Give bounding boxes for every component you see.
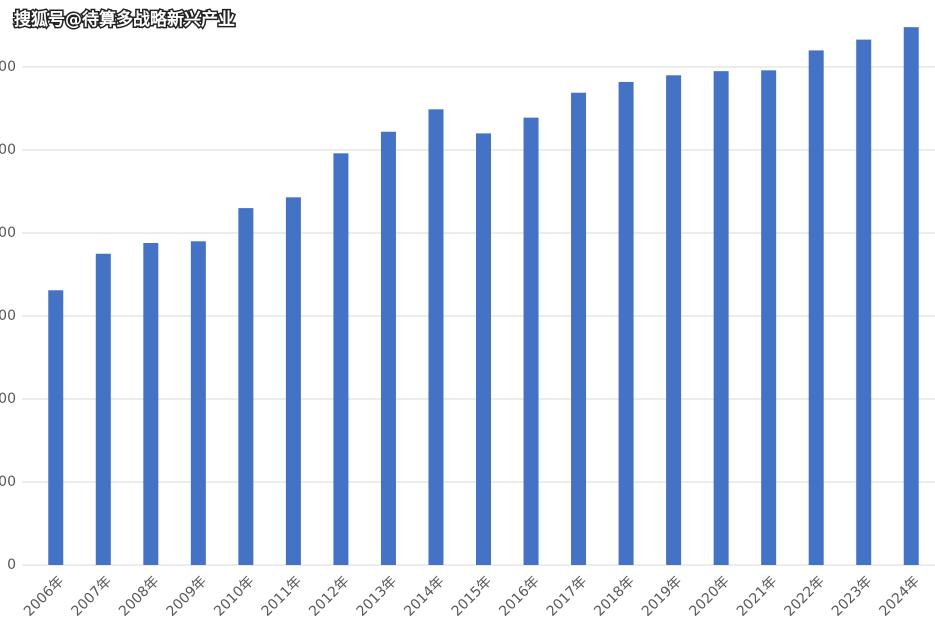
x-tick-label: 2015年	[449, 573, 495, 619]
bar	[571, 92, 587, 565]
y-tick-label: 00	[0, 59, 16, 75]
watermark: 搜狐号@待算多战略新兴产业	[14, 9, 235, 30]
x-tick-label: 2009年	[164, 573, 210, 619]
y-tick-label: 00	[0, 308, 16, 324]
bar	[476, 133, 491, 565]
bar	[666, 75, 682, 566]
x-tick-label: 2019年	[639, 573, 685, 619]
x-tick-label: 2013年	[354, 573, 400, 619]
x-tick-label: 2011年	[259, 573, 305, 619]
x-tick-label: 2014年	[401, 573, 447, 619]
bar	[143, 242, 159, 565]
x-tick-label: 2006年	[21, 573, 67, 619]
x-tick-label: 2021年	[734, 573, 780, 619]
x-tick-label: 2024年	[876, 573, 922, 619]
bar	[95, 253, 111, 565]
x-tick-label: 2022年	[781, 573, 827, 619]
y-tick-label: 0	[7, 557, 16, 573]
x-tick-label: 2023年	[829, 573, 875, 619]
y-tick-label: 00	[0, 142, 16, 158]
bar	[903, 27, 919, 566]
bar	[523, 117, 539, 565]
bar	[856, 39, 872, 566]
bar	[428, 109, 444, 565]
x-tick-label: 2020年	[686, 573, 732, 619]
x-tick-label: 2016年	[496, 573, 542, 619]
bar	[618, 81, 634, 565]
x-tick-label: 2010年	[211, 573, 257, 619]
x-tick-label: 2018年	[591, 573, 637, 619]
x-tick-label: 2008年	[116, 573, 162, 619]
bar	[190, 241, 206, 566]
bar	[238, 208, 254, 565]
bar	[333, 153, 349, 565]
bar	[48, 290, 64, 565]
bar	[761, 70, 777, 565]
bar	[808, 50, 824, 565]
bar	[285, 197, 301, 565]
bar	[713, 71, 729, 566]
x-tick-label: 2012年	[306, 573, 352, 619]
y-tick-label: 00	[0, 225, 16, 241]
y-tick-label: 00	[0, 391, 16, 407]
bar	[380, 131, 396, 566]
y-tick-label: 00	[0, 474, 16, 490]
x-tick-label: 2017年	[544, 573, 590, 619]
x-tick-label: 2007年	[69, 573, 115, 619]
